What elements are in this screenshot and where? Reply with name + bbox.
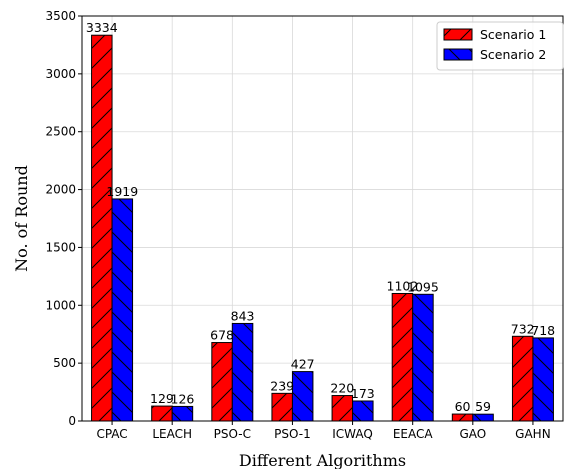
x-tick-label: EEACA [393, 427, 434, 441]
bar-hatch [171, 405, 194, 422]
y-tick-label: 3500 [45, 9, 76, 23]
bar-value-label: 126 [171, 391, 195, 406]
bar-1-gahn [511, 335, 534, 422]
bar-hatch [291, 371, 314, 422]
bar-value-label: 1102 [387, 278, 419, 293]
bar-2-pso-c [231, 322, 254, 422]
bar-hatch [352, 400, 374, 422]
bar-2-eeaca [412, 293, 434, 422]
legend-swatch-hatch [443, 28, 473, 41]
bar-1-pso-1 [271, 392, 293, 422]
legend-label: Scenario 2 [480, 47, 546, 62]
bar-value-label: 843 [231, 308, 255, 323]
y-tick-label: 1000 [45, 298, 76, 312]
legend-item: Scenario 2 [443, 47, 546, 62]
bar-value-label: 678 [210, 328, 234, 343]
bar-2-cpac [111, 198, 134, 422]
bar-2-pso-1 [291, 371, 314, 422]
bar-value-label: 129 [150, 391, 174, 406]
bar-2-leach [171, 405, 194, 422]
bar-hatch [412, 293, 434, 422]
bar-hatch [151, 405, 173, 422]
bar-1-eeaca [391, 292, 414, 422]
bar-value-label: 60 [455, 399, 471, 414]
y-tick-label: 2500 [45, 125, 76, 139]
plot-frame [81, 15, 564, 422]
x-tick-label: GAHN [515, 427, 551, 441]
bar-2-gao [472, 413, 494, 422]
bar-value-label: 3334 [86, 20, 118, 35]
y-tick-label: 0 [68, 414, 76, 428]
bar-1-icwaq [331, 395, 354, 422]
data-labels-group: 3334 129 678 239 220 1102 60 732 1919 126 843 427 17… [86, 20, 555, 414]
legend-item: Scenario 1 [443, 27, 546, 42]
x-tick-label: CPAC [96, 427, 127, 441]
bar-2-gahn [532, 337, 554, 422]
x-tick-label: GAO [459, 427, 486, 441]
bar-1-cpac [91, 34, 113, 422]
y-tick-label: 2000 [45, 183, 76, 197]
bar-hatch [211, 342, 233, 422]
bar-hatch [231, 322, 254, 422]
bar-hatch [271, 392, 293, 422]
legend-label: Scenario 1 [480, 27, 546, 42]
bar-hatch [532, 337, 554, 422]
bar-hatch [91, 34, 113, 422]
bar-value-label: 173 [351, 386, 375, 401]
bar-hatch [111, 198, 134, 422]
bar-value-label: 239 [270, 378, 294, 393]
x-tick-label: PSO-C [214, 427, 251, 441]
bar-value-label: 1919 [106, 184, 138, 199]
legend-swatch-hatch [443, 48, 473, 61]
bar-hatch [511, 335, 534, 422]
x-tick-label: ICWAQ [332, 427, 373, 441]
bar-hatch [391, 292, 414, 422]
bars-group [91, 34, 554, 422]
bar-2-icwaq [352, 400, 374, 422]
bar-value-label: 427 [291, 357, 315, 372]
bar-1-gao [451, 413, 474, 422]
bar-hatch [472, 413, 494, 422]
bar-hatch [451, 413, 474, 422]
bar-1-leach [151, 405, 173, 422]
legend: Scenario 1 Scenario 2 [436, 21, 564, 71]
grid-lines [82, 15, 563, 422]
y-tick-label: 1500 [45, 240, 76, 254]
bar-1-pso-c [211, 342, 233, 422]
bar-value-label: 59 [475, 399, 491, 414]
x-tick-label: LEACH [152, 427, 192, 441]
x-tick-label: PSO-1 [274, 427, 311, 441]
y-tick-label: 3000 [45, 67, 76, 81]
y-tick-label: 500 [53, 356, 76, 370]
y-axis-title: No. of Round [12, 165, 31, 272]
bar-value-label: 220 [330, 381, 354, 396]
x-axis-title: Different Algorithms [239, 451, 406, 469]
bar-value-label: 1095 [407, 279, 439, 294]
bar-value-label: 718 [531, 323, 555, 338]
axes-group: 0 500 1000 1500 2000 2500 3000 3500 CPAC LEACH PSO… [45, 9, 550, 441]
bar-value-label: 732 [511, 321, 535, 336]
bar-hatch [331, 395, 354, 422]
